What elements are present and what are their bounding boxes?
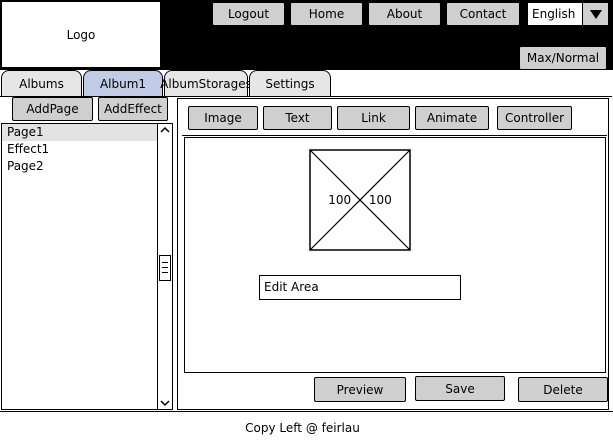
edit-area-text: Edit Area xyxy=(264,280,319,294)
scroll-thumb[interactable] xyxy=(159,255,171,281)
text-button[interactable]: Text xyxy=(263,106,332,130)
preview-button-label: Preview xyxy=(336,382,384,397)
link-button[interactable]: Link xyxy=(337,106,410,130)
save-button-label: Save xyxy=(445,381,475,396)
tab-albumstorages[interactable]: AlbumStorages xyxy=(160,70,252,96)
image-placeholder[interactable]: 100 × 100 xyxy=(309,149,411,251)
add-effect-label: AddEffect xyxy=(104,102,162,116)
tab-albumstorages-label: AlbumStorages xyxy=(160,76,252,91)
text-button-label: Text xyxy=(285,111,310,125)
max-normal-button[interactable]: Max/Normal xyxy=(519,46,607,70)
footer-text: Copy Left @ feirlau xyxy=(245,421,360,435)
animate-button[interactable]: Animate xyxy=(415,106,489,130)
animate-button-label: Animate xyxy=(426,111,478,125)
about-label: About xyxy=(386,7,423,21)
triangle-down-icon xyxy=(589,10,602,19)
preview-button[interactable]: Preview xyxy=(314,377,406,402)
delete-button[interactable]: Delete xyxy=(518,377,608,402)
max-normal-label: Max/Normal xyxy=(526,51,600,65)
list-item-page1[interactable]: Page1 xyxy=(2,124,172,141)
scrollbar[interactable] xyxy=(157,124,172,409)
controller-button-label: Controller xyxy=(504,111,565,125)
tab-album1[interactable]: Album1 xyxy=(83,70,163,96)
add-effect-button[interactable]: AddEffect xyxy=(98,97,168,121)
logout-label: Logout xyxy=(227,7,270,21)
tab-albums[interactable]: Albums xyxy=(1,70,82,96)
list-item-page2[interactable]: Page2 xyxy=(7,159,44,173)
language-selected: English xyxy=(532,7,576,21)
image-placeholder-size: 100 × 100 xyxy=(328,193,392,207)
language-select[interactable]: English xyxy=(527,2,609,26)
add-page-button[interactable]: AddPage xyxy=(12,97,93,121)
image-placeholder-icon xyxy=(309,149,411,251)
tab-albums-label: Albums xyxy=(19,76,64,91)
image-button-label: Image xyxy=(204,111,242,125)
scroll-down-icon[interactable] xyxy=(159,398,171,408)
tab-settings[interactable]: Settings xyxy=(249,70,331,96)
tab-settings-label: Settings xyxy=(265,76,315,91)
link-button-label: Link xyxy=(361,111,386,125)
content-frame xyxy=(0,96,612,411)
about-button[interactable]: About xyxy=(368,2,441,26)
scroll-up-icon[interactable] xyxy=(159,125,171,135)
home-label: Home xyxy=(308,7,345,21)
contact-button[interactable]: Contact xyxy=(446,2,520,26)
logo-text: Logo xyxy=(66,27,96,42)
logo-box: Logo xyxy=(1,1,161,68)
footer: Copy Left @ feirlau xyxy=(0,411,613,444)
edit-area[interactable]: Edit Area xyxy=(259,275,461,300)
controller-button[interactable]: Controller xyxy=(497,106,572,130)
contact-label: Contact xyxy=(459,7,507,21)
add-page-label: AddPage xyxy=(26,102,79,116)
list-item-effect1[interactable]: Effect1 xyxy=(7,142,50,156)
save-button[interactable]: Save xyxy=(415,376,505,401)
editor-toolbar xyxy=(182,101,607,136)
page-list: Page1 Effect1 Page2 xyxy=(1,123,173,410)
home-button[interactable]: Home xyxy=(290,2,363,26)
logout-button[interactable]: Logout xyxy=(212,2,285,26)
tab-album1-label: Album1 xyxy=(99,76,147,91)
image-button[interactable]: Image xyxy=(188,106,258,130)
language-dropdown-button[interactable] xyxy=(582,3,608,25)
delete-button-label: Delete xyxy=(543,382,583,397)
